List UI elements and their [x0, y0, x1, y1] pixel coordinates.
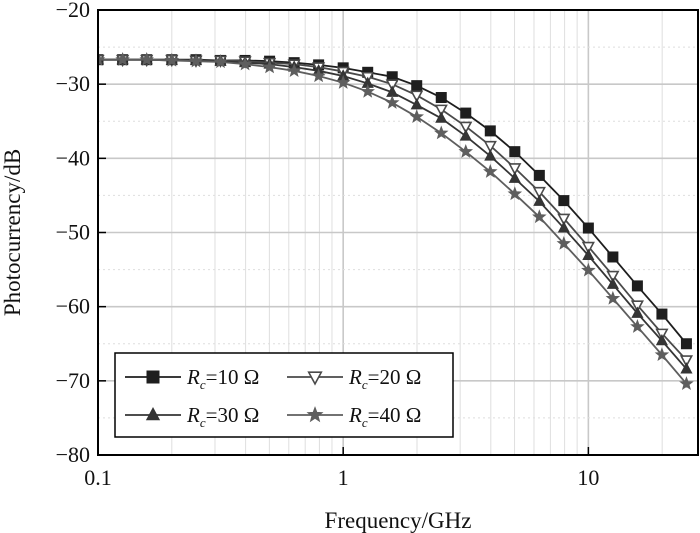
data-point — [655, 333, 669, 346]
data-point — [557, 213, 571, 226]
y-axis-title: Photocurrency/dB — [0, 149, 25, 316]
data-point — [680, 362, 693, 374]
x-tick-label: 0.1 — [84, 465, 112, 490]
data-point — [556, 235, 572, 250]
data-point — [680, 338, 692, 350]
legend-item: Rc=40 Ω — [287, 403, 421, 430]
data-point — [434, 104, 448, 117]
y-tick-label: −30 — [56, 71, 90, 96]
data-point — [606, 270, 620, 283]
data-point — [311, 68, 326, 83]
data-point — [458, 144, 474, 158]
legend-label: Rc=10 Ω — [186, 365, 259, 392]
data-point — [656, 308, 668, 320]
legend-label: Rc=30 Ω — [186, 403, 259, 430]
legend-label: Rc=40 Ω — [348, 403, 421, 430]
data-point — [508, 171, 521, 183]
grid — [97, 9, 698, 456]
data-point — [533, 169, 545, 181]
legend: Rc=10 Ω Rc=20 Ω Rc=30 Ω Rc=40 Ω — [114, 352, 454, 438]
data-point — [410, 90, 424, 103]
data-point — [286, 63, 302, 77]
data-point — [581, 262, 596, 277]
data-point — [558, 195, 570, 207]
series-line — [98, 58, 688, 385]
data-point — [115, 52, 130, 66]
legend-item: Rc=10 Ω — [125, 365, 259, 392]
legend-label: Rc=20 Ω — [348, 365, 421, 392]
data-point — [460, 107, 472, 119]
data-point — [98, 52, 106, 66]
data-point — [507, 186, 523, 201]
data-point — [607, 251, 619, 263]
data-point — [679, 355, 694, 368]
data-point — [606, 277, 619, 289]
y-tick-label: −20 — [56, 0, 90, 22]
data-point — [384, 95, 400, 109]
data-point — [557, 221, 570, 233]
data-point — [434, 125, 449, 140]
data-point — [582, 248, 595, 260]
data-point — [409, 109, 424, 123]
x-tick-label: 1 — [338, 465, 349, 490]
x-axis-title: Frequency/GHz — [325, 508, 472, 533]
y-tick-label: −50 — [56, 220, 90, 245]
data-point — [533, 194, 546, 206]
axes: −80 −70 −60 −50 −40 −30 −20 0.1 1 10 — [56, 0, 600, 490]
data-point — [335, 75, 351, 89]
legend-item: Rc=30 Ω — [125, 403, 259, 430]
data-point — [459, 121, 473, 134]
legend-marker — [306, 406, 324, 423]
data-point — [630, 300, 644, 313]
data-point — [483, 140, 497, 154]
data-point — [139, 52, 154, 66]
data-point — [385, 79, 399, 92]
data-point — [679, 376, 694, 390]
legend-marker — [146, 370, 160, 384]
data-point — [508, 163, 522, 176]
legend-item: Rc=20 Ω — [287, 365, 421, 392]
y-tick-label: −70 — [56, 368, 90, 393]
data-point — [654, 347, 670, 362]
data-point — [237, 56, 253, 71]
x-tick-label: 10 — [577, 465, 599, 490]
data-point — [605, 290, 621, 305]
data-point — [459, 129, 472, 141]
legend-marker — [307, 371, 323, 386]
data-point — [484, 125, 496, 137]
data-point — [188, 53, 204, 68]
data-point — [582, 222, 594, 234]
data-point — [164, 52, 180, 67]
legend-marker — [145, 407, 161, 421]
data-point — [410, 98, 423, 110]
data-point — [631, 306, 644, 318]
data-point — [483, 164, 498, 178]
y-tick-label: −60 — [56, 294, 90, 319]
data-point — [411, 80, 423, 92]
data-point — [435, 111, 448, 123]
series-line — [98, 58, 688, 370]
data-point — [360, 83, 375, 98]
series-4 — [98, 52, 694, 390]
series-layer — [98, 52, 694, 390]
data-point — [630, 319, 645, 333]
data-point — [213, 54, 228, 69]
data-point — [631, 280, 643, 292]
data-point — [435, 92, 447, 104]
data-point — [532, 209, 547, 224]
data-point — [532, 186, 546, 200]
legend-box — [114, 352, 454, 438]
data-point — [509, 146, 521, 158]
data-point — [262, 59, 277, 74]
y-tick-label: −80 — [56, 442, 90, 467]
data-point — [581, 241, 595, 255]
data-point — [484, 149, 497, 161]
y-tick-label: −40 — [56, 145, 90, 170]
